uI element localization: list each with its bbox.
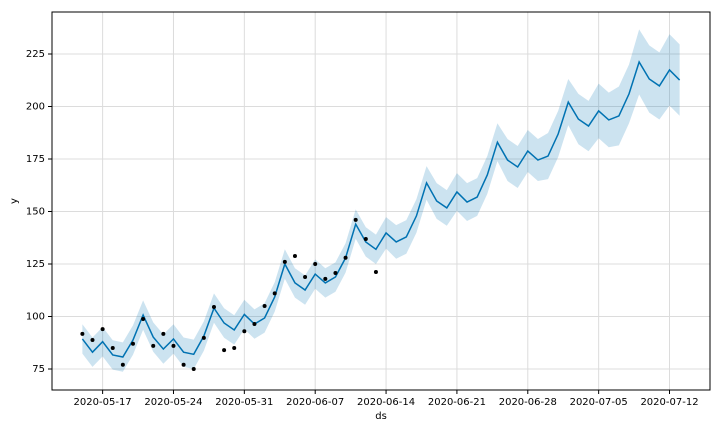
observed-point — [353, 217, 358, 222]
x-tick-label: 2020-05-31 — [215, 397, 273, 408]
observed-point — [363, 237, 368, 242]
forecast-line — [81, 60, 681, 358]
y-tick-label: 200 — [26, 102, 45, 113]
observed-point — [100, 327, 105, 332]
observed-point — [262, 304, 267, 308]
y-tick-label: 225 — [26, 49, 45, 60]
observed-point — [90, 338, 95, 343]
x-tick-label: 2020-06-14 — [357, 397, 415, 408]
observed-point — [323, 276, 328, 281]
observed-point — [222, 348, 227, 353]
observed-point — [313, 262, 318, 266]
observed-point — [373, 269, 378, 274]
observed-point — [252, 322, 257, 327]
y-tick-label: 100 — [26, 312, 45, 323]
observed-point — [232, 346, 237, 350]
observed-point — [171, 343, 176, 348]
observed-point — [201, 335, 206, 340]
observed-point — [343, 255, 348, 260]
observed-point — [211, 305, 216, 310]
observed-point — [110, 346, 115, 350]
observed-point — [161, 331, 166, 336]
observed-point — [141, 317, 146, 322]
observed-point — [151, 343, 156, 348]
observed-point — [282, 259, 287, 264]
x-axis-label: ds — [375, 411, 387, 422]
observed-point — [272, 291, 277, 296]
observed-point — [303, 275, 308, 280]
observed-point — [333, 271, 338, 276]
observed-point — [181, 362, 186, 367]
observed-point — [292, 254, 297, 259]
x-tick-label: 2020-06-07 — [286, 397, 344, 408]
x-tick-label: 2020-06-21 — [428, 397, 486, 408]
observed-point — [242, 329, 247, 334]
observed-point — [130, 341, 135, 346]
x-tick-label: 2020-07-12 — [640, 397, 698, 408]
observed-point — [191, 367, 196, 371]
y-tick-label: 125 — [26, 259, 45, 270]
y-tick-label: 150 — [26, 207, 45, 218]
y-tick-label: 175 — [26, 154, 45, 165]
plot-frame — [51, 11, 711, 391]
observed-point — [120, 362, 125, 367]
x-tick-label: 2020-07-05 — [570, 397, 628, 408]
observed-point — [80, 331, 85, 336]
x-tick-label: 2020-05-24 — [144, 397, 202, 408]
x-tick-label: 2020-06-28 — [499, 397, 557, 408]
y-tick-label: 75 — [32, 364, 45, 375]
x-tick-label: 2020-05-17 — [74, 397, 132, 408]
y-axis-label: y — [9, 198, 20, 204]
